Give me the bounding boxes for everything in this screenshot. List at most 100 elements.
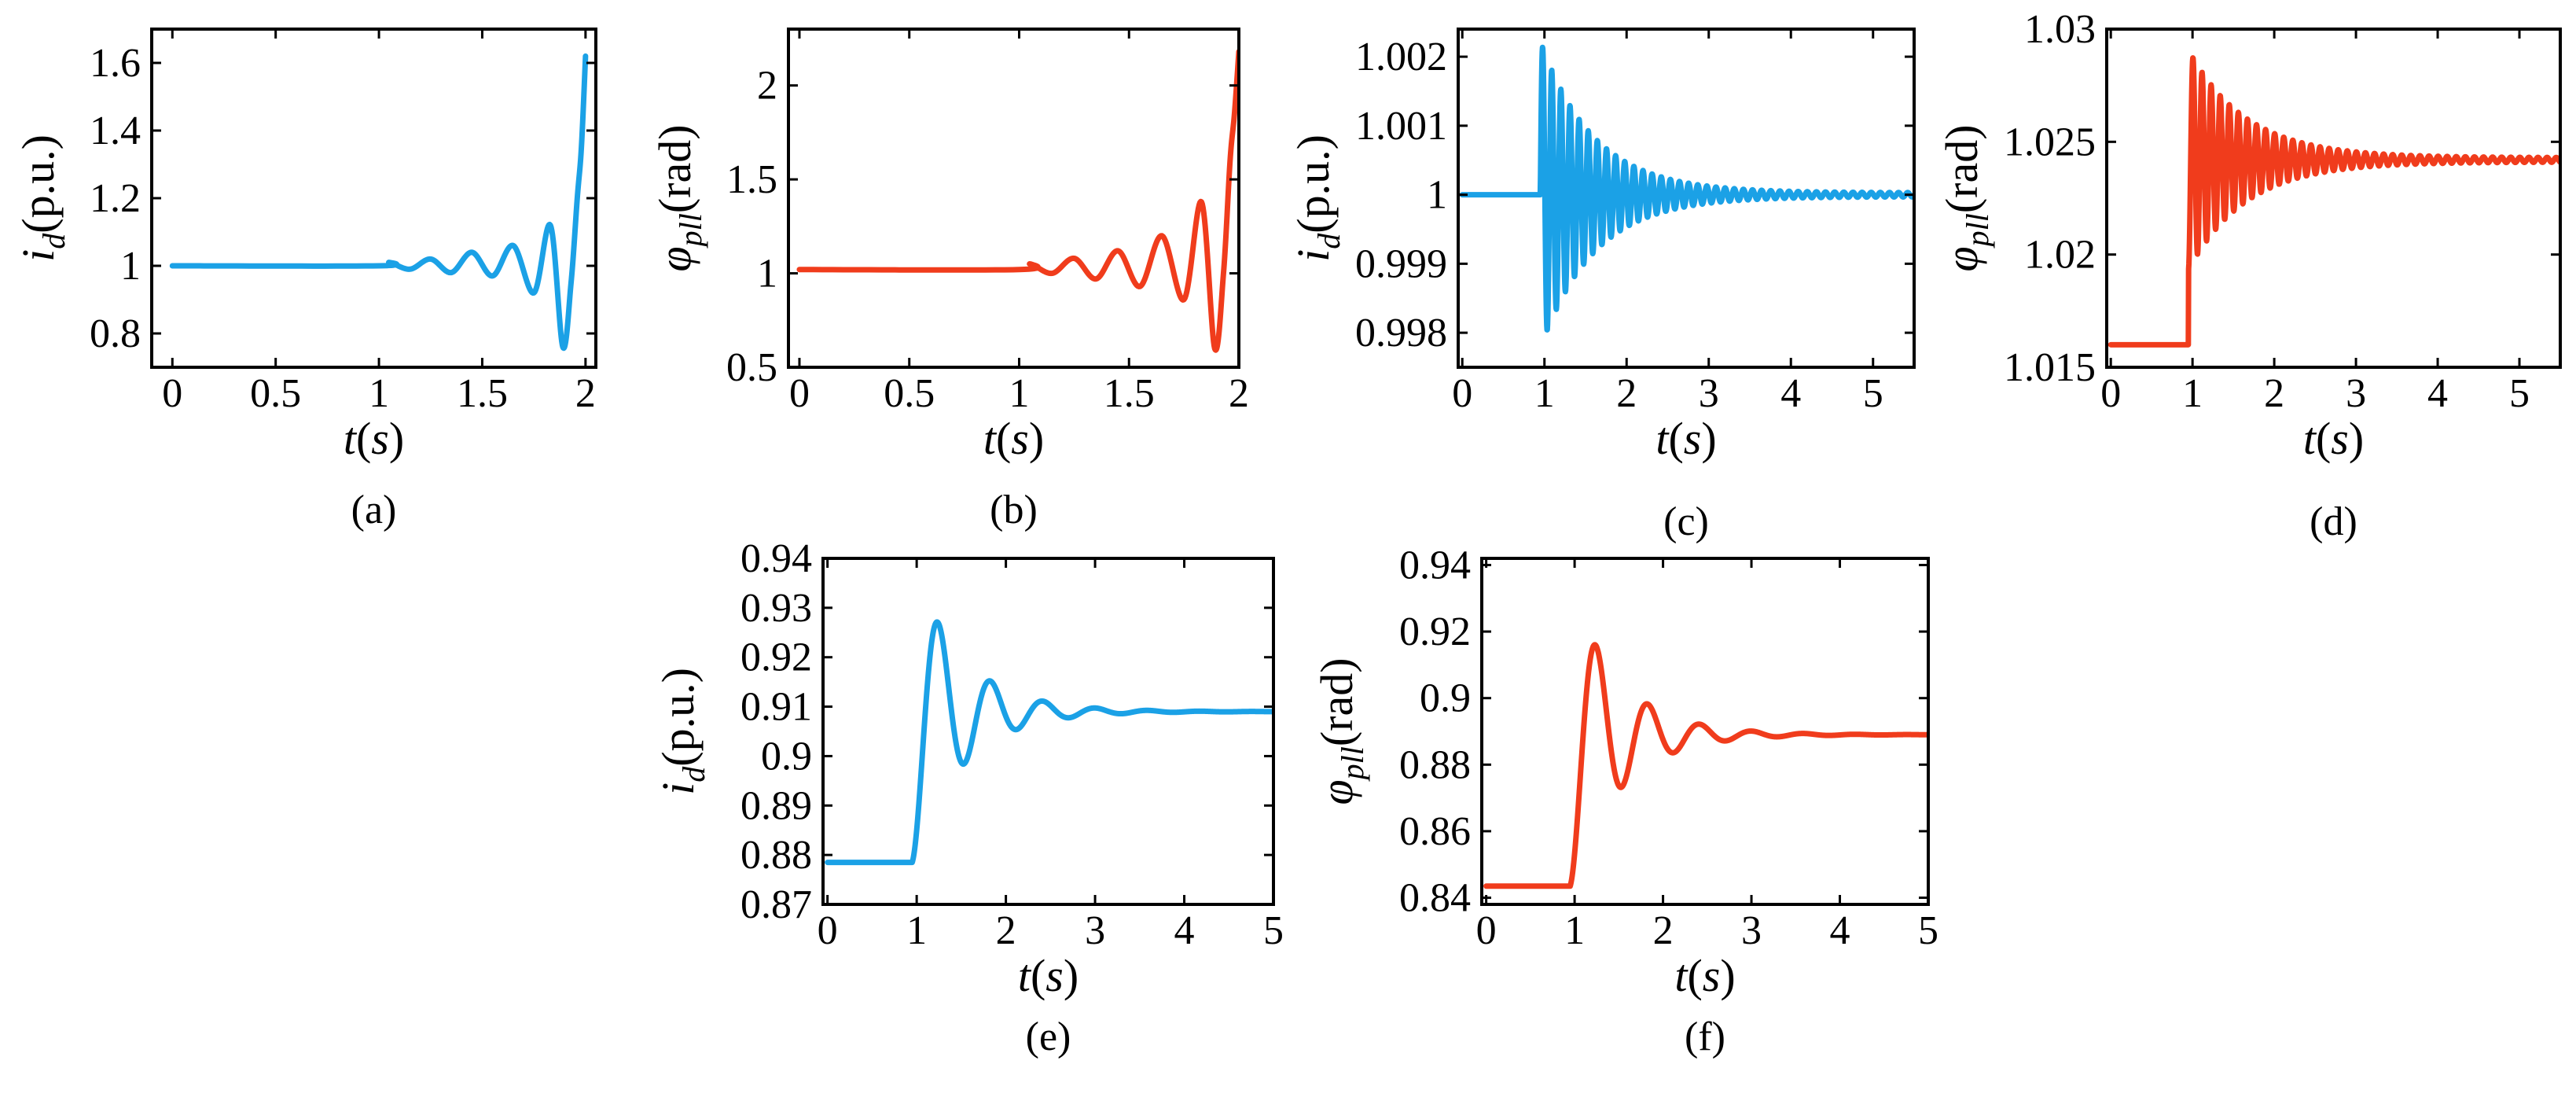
y-label-subscript: d xyxy=(1311,233,1347,249)
y-tick-label: 0.87 xyxy=(740,882,812,927)
y-label-symbol: φ xyxy=(1936,246,1987,271)
x-label-paren: ) xyxy=(389,413,404,464)
y-axis-label: φpll(rad) xyxy=(649,124,708,271)
panel-caption: (a) xyxy=(351,488,397,532)
y-tick-label: 1.001 xyxy=(1355,104,1447,149)
x-tick-label: 1.5 xyxy=(1104,371,1155,416)
y-tick-label: 0.92 xyxy=(740,635,812,680)
y-label-subscript: d xyxy=(676,766,711,782)
panel-caption: (b) xyxy=(990,488,1038,532)
y-label-symbol: i xyxy=(1288,249,1339,262)
data-series-line xyxy=(796,49,1239,353)
y-label-unit: (p.u.) xyxy=(1288,134,1339,234)
x-label-unit: s xyxy=(1703,950,1721,1001)
plot-frame xyxy=(787,28,1240,369)
y-tick-label: 1.025 xyxy=(2004,120,2096,164)
y-label-symbol: i xyxy=(652,782,704,795)
x-label-unit: s xyxy=(1045,950,1064,1001)
y-label-unit: (rad) xyxy=(1936,124,1987,213)
y-tick-label: 0.89 xyxy=(740,783,812,828)
y-tick-label: 2 xyxy=(757,64,777,109)
y-axis-label-group: φpll(rad) xyxy=(649,124,708,271)
y-axis-label: id(p.u.) xyxy=(1288,134,1347,262)
data-series-line xyxy=(1483,642,1928,889)
x-tick-label: 1.5 xyxy=(457,371,508,416)
x-label-var: t xyxy=(1674,950,1689,1001)
y-tick-label: 1.6 xyxy=(90,41,141,86)
data-series-line xyxy=(1459,44,1914,333)
x-tick-label: 0 xyxy=(2100,371,2121,416)
chart-a: 0 0.5 1 1.5 2 0.8 1 1.2 1.4 1.6 t(s) id(p.u.) (a) xyxy=(13,28,597,532)
x-label-paren: ( xyxy=(1687,950,1702,1001)
x-axis-label: t(s) xyxy=(1655,413,1716,464)
y-label-unit: (p.u.) xyxy=(13,134,64,234)
x-tick-label: 3 xyxy=(2346,371,2366,416)
x-tick-label: 1 xyxy=(1009,371,1029,416)
y-tick-label: 1.002 xyxy=(1355,35,1447,79)
y-tick-label: 0.9 xyxy=(1420,676,1471,721)
panel-caption: (c) xyxy=(1663,499,1709,544)
y-tick-label: 0.94 xyxy=(740,536,812,581)
y-tick-label: 1.03 xyxy=(2024,7,2096,52)
y-tick-label: 1.02 xyxy=(2024,233,2096,278)
x-tick-label: 2 xyxy=(2264,371,2284,416)
x-tick-label: 5 xyxy=(2509,371,2530,416)
x-label-paren: ( xyxy=(356,413,371,464)
chart-d: 0 1 2 3 4 5 1.015 1.02 1.025 1.03 t(s) φpll(rad) (d) xyxy=(1936,7,2562,544)
x-label-paren: ) xyxy=(1029,413,1044,464)
plot-frame xyxy=(1457,28,1916,369)
y-tick-label: 0.88 xyxy=(1399,742,1471,787)
y-tick-label: 0.88 xyxy=(740,833,812,878)
panel-caption: (f) xyxy=(1685,1014,1725,1059)
x-label-unit: s xyxy=(2331,413,2349,464)
x-axis-label: t(s) xyxy=(983,413,1044,464)
x-tick-label: 3 xyxy=(1699,371,1719,416)
y-tick-label: 0.94 xyxy=(1399,543,1471,587)
x-tick-label: 2 xyxy=(1229,371,1249,416)
y-tick-label: 1.4 xyxy=(90,109,141,153)
y-axis-label-group: id(p.u.) xyxy=(1288,134,1347,262)
y-tick-label: 0.92 xyxy=(1399,609,1471,654)
y-label-subscript: pll xyxy=(1960,213,1995,249)
panel-caption: (d) xyxy=(2310,499,2357,544)
y-axis-label-group: id(p.u.) xyxy=(13,134,72,262)
y-tick-label: 1.2 xyxy=(90,176,141,221)
x-tick-label: 3 xyxy=(1741,908,1762,953)
x-tick-label: 5 xyxy=(1918,908,1938,953)
x-label-unit: s xyxy=(371,413,389,464)
x-tick-label: 1 xyxy=(906,908,927,953)
y-axis-label: id(p.u.) xyxy=(652,668,711,795)
y-axis-label: id(p.u.) xyxy=(13,134,72,262)
x-label-unit: s xyxy=(1684,413,1702,464)
y-tick-label: 0.8 xyxy=(90,311,141,356)
x-tick-label: 2 xyxy=(1653,908,1674,953)
y-label-unit: (p.u.) xyxy=(652,668,704,767)
y-tick-label: 0.9 xyxy=(761,734,812,779)
chart-c: 0 1 2 3 4 50.9980.99911.0011.002t(s)id(p.u.)(… xyxy=(1288,28,1916,544)
x-tick-label: 4 xyxy=(1174,908,1195,953)
x-label-paren: ) xyxy=(2349,413,2364,464)
y-label-subscript: pll xyxy=(673,213,708,249)
x-tick-label: 1 xyxy=(1534,371,1555,416)
x-label-var: t xyxy=(983,413,998,464)
x-label-var: t xyxy=(1018,950,1032,1001)
y-axis-label-group: φpll(rad) xyxy=(1311,657,1370,805)
data-series-line xyxy=(169,53,589,352)
y-label-unit: (rad) xyxy=(1311,657,1362,746)
y-label-symbol: i xyxy=(13,249,64,262)
y-label-symbol: φ xyxy=(1311,779,1362,805)
x-tick-label: 2 xyxy=(996,908,1016,953)
x-tick-label: 3 xyxy=(1085,908,1105,953)
x-tick-label: 4 xyxy=(2427,371,2448,416)
y-tick-label: 0.84 xyxy=(1399,876,1471,921)
x-tick-label: 0 xyxy=(1452,371,1472,416)
x-tick-label: 1 xyxy=(2182,371,2203,416)
y-tick-label: 0.86 xyxy=(1399,809,1471,854)
x-axis-label: t(s) xyxy=(344,413,404,464)
x-label-paren: ( xyxy=(1031,950,1045,1001)
x-tick-label: 0 xyxy=(162,371,182,416)
x-label-var: t xyxy=(2303,413,2317,464)
data-series-line xyxy=(825,619,1273,866)
x-label-paren: ) xyxy=(1720,950,1735,1001)
